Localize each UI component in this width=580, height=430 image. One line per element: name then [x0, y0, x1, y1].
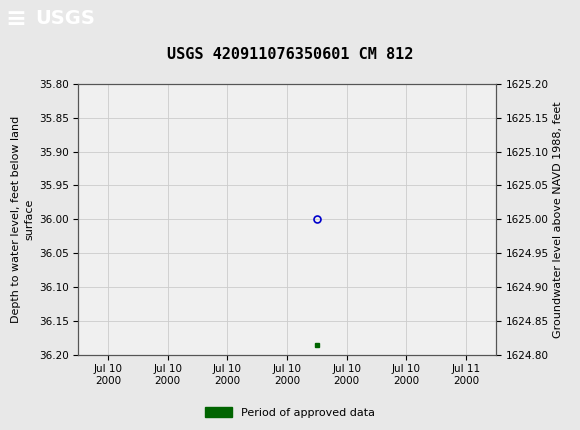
Y-axis label: Depth to water level, feet below land
surface: Depth to water level, feet below land su…: [12, 116, 35, 323]
Y-axis label: Groundwater level above NAVD 1988, feet: Groundwater level above NAVD 1988, feet: [553, 101, 563, 338]
Text: USGS 420911076350601 CM 812: USGS 420911076350601 CM 812: [167, 47, 413, 62]
Text: USGS: USGS: [35, 9, 95, 28]
Legend: Period of approved data: Period of approved data: [200, 403, 380, 422]
Text: ≡: ≡: [6, 6, 27, 31]
